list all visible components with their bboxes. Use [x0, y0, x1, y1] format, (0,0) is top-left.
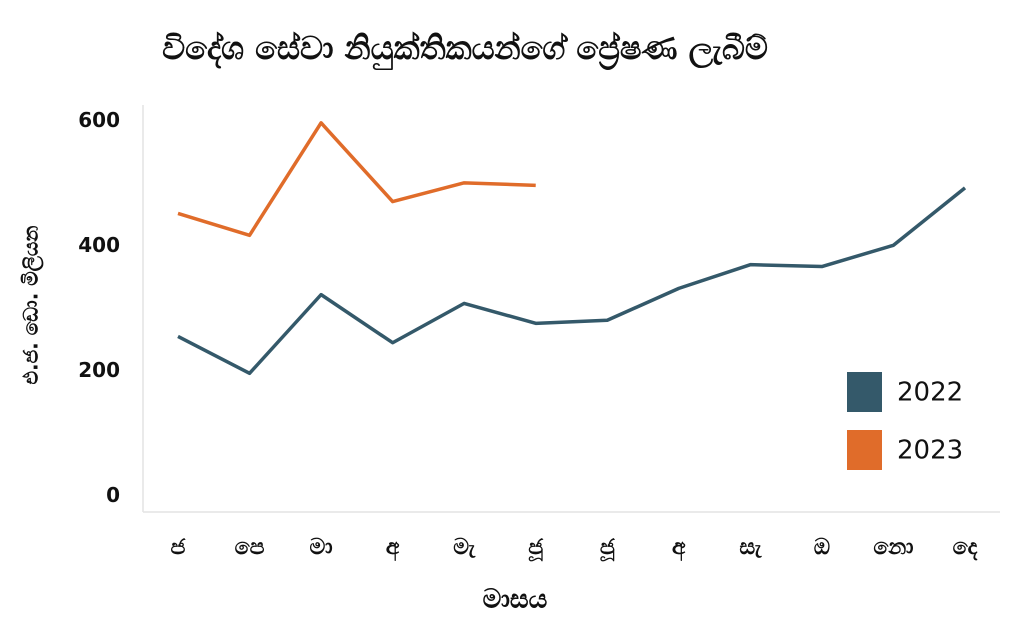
y-tick-label: 600	[78, 108, 120, 132]
chart-title: විදේශ සේවා නියුක්තිකයන්ගේ ප්‍රේෂණ ලැබීම්	[162, 29, 768, 70]
x-tick-label: අ	[672, 535, 686, 561]
x-axis-title: මාසය	[483, 585, 548, 615]
legend-label: 2022	[897, 378, 963, 408]
y-axis-title: එ.ජ. ඩො. මිලියන	[19, 225, 45, 384]
x-tick-label: ජූ	[600, 535, 616, 562]
x-tick-label: නො	[873, 535, 913, 560]
x-tick-label: පෙ	[235, 535, 265, 560]
x-tick-label: අ	[386, 535, 400, 561]
x-tick-label: ඔ	[814, 535, 830, 560]
y-tick-label: 200	[78, 358, 120, 382]
x-tick-label: ජූ	[528, 535, 544, 562]
x-tick-label: සැ	[739, 535, 762, 560]
x-tick-label: මා	[310, 535, 333, 560]
line-series	[177, 186, 967, 376]
legend-label: 2023	[897, 436, 963, 466]
legend-swatch	[847, 372, 882, 412]
y-tick-label: 0	[106, 483, 120, 507]
legend-swatch	[847, 430, 882, 470]
x-tick-label: දෙ	[953, 535, 978, 561]
y-tick-label: 400	[78, 233, 120, 257]
x-tick-label: ජ	[171, 535, 187, 560]
line-series	[177, 121, 536, 238]
x-tick-label: මැ	[453, 535, 476, 560]
